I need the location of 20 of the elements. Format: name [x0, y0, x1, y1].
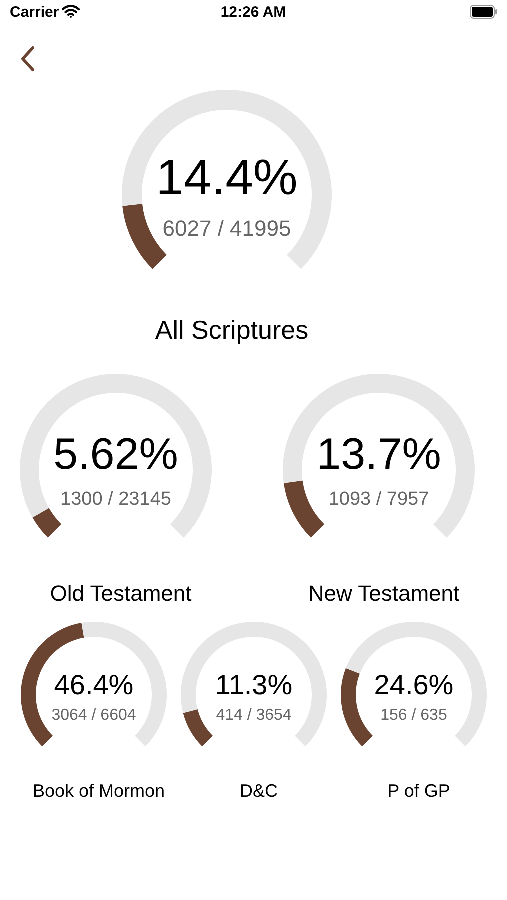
text: 156 / 635: [380, 707, 448, 724]
text: D&C: [240, 781, 278, 801]
text: Carrier: [10, 4, 60, 21]
text: All Scriptures: [155, 315, 309, 345]
text: 12:26 AM: [220, 4, 286, 21]
text: Book of Mormon: [32, 781, 166, 801]
text: 1300 / 23145: [60, 488, 172, 510]
text: 11.3%: [215, 670, 293, 701]
text: 24.6%: [374, 670, 454, 701]
text: 13.7%: [316, 430, 442, 480]
text: Old Testament: [50, 580, 192, 606]
text: 14.4%: [156, 150, 298, 206]
text: 3064 / 6604: [52, 707, 136, 724]
text: New Testament: [308, 580, 460, 606]
text: 1093 / 7957: [328, 488, 430, 510]
text: 5.62%: [54, 430, 178, 480]
text: 6027 / 41995: [162, 216, 292, 241]
text: 414 / 3654: [216, 707, 292, 724]
text: P of GP: [388, 781, 450, 801]
text: 46.4%: [54, 670, 134, 701]
